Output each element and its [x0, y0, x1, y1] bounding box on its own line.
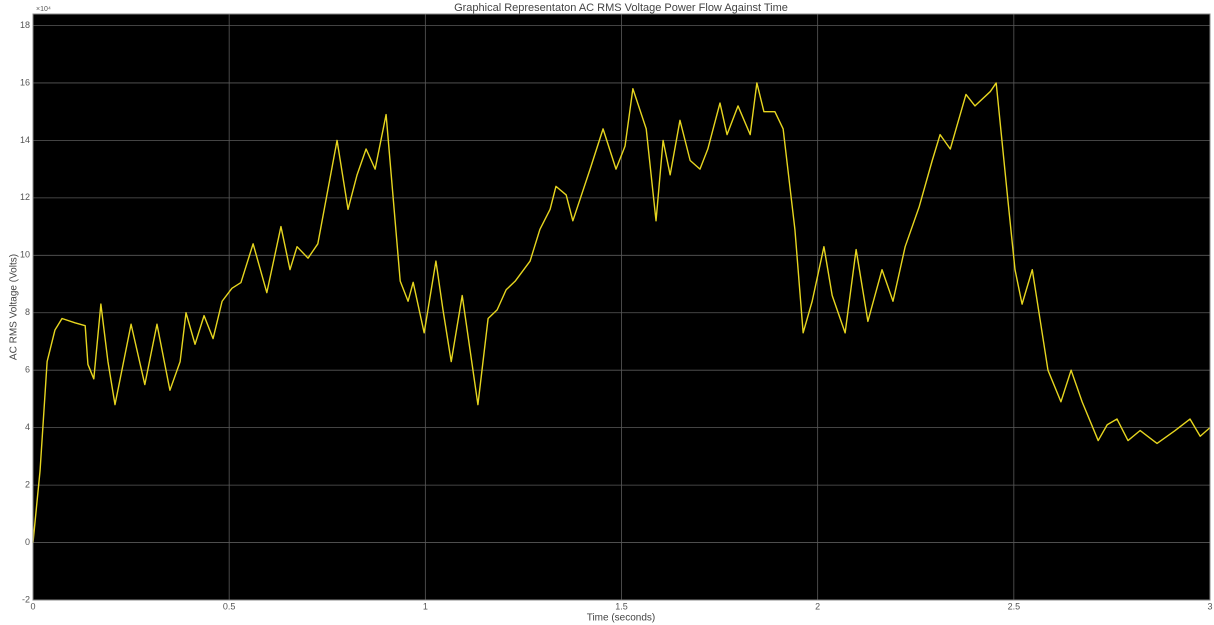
- line-series: [32, 82, 1211, 543]
- plot-border: [32, 13, 1211, 601]
- y-tick-label: -2: [22, 594, 30, 604]
- y-axis-label: AC RMS Voltage (Volts): [9, 254, 20, 360]
- x-tick-label: 0.5: [223, 601, 236, 611]
- y-tick-label: 16: [20, 77, 30, 87]
- y-tick-label: 14: [20, 135, 30, 145]
- x-tick-label: 2: [815, 601, 820, 611]
- y-tick-label: 0: [25, 537, 30, 547]
- x-tick-label: 0: [30, 601, 35, 611]
- x-tick-label: 1.5: [615, 601, 628, 611]
- x-tick-label: 1: [423, 601, 428, 611]
- y-tick-label: 4: [25, 422, 30, 432]
- x-tick-label: 2.5: [1008, 601, 1021, 611]
- y-tick-label: 12: [20, 192, 30, 202]
- x-tick-label: 3: [1207, 601, 1212, 611]
- y-tick-label: 10: [20, 250, 30, 260]
- y-tick-label: 2: [25, 479, 30, 489]
- x-axis-label: Time (seconds): [587, 613, 656, 624]
- y-exponent: ×10⁴: [36, 6, 51, 13]
- chart-title: Graphical Representaton AC RMS Voltage P…: [454, 2, 788, 14]
- y-tick-label: 18: [20, 20, 30, 30]
- y-tick-label: 8: [25, 307, 30, 317]
- y-tick-label: 6: [25, 365, 30, 375]
